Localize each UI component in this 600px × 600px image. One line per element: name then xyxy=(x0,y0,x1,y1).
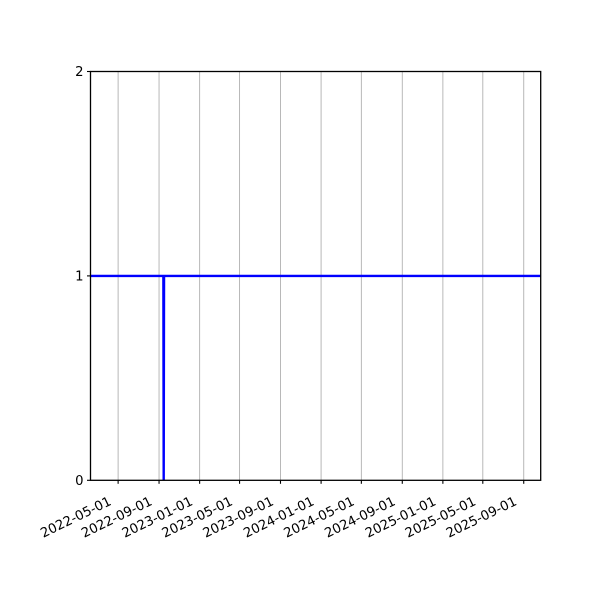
series-group xyxy=(90,274,541,481)
x-axis: 2022-05-012022-09-012023-01-012023-05-01… xyxy=(38,480,525,541)
data-series-line xyxy=(90,274,541,481)
y-tick-label: 0 xyxy=(75,474,83,489)
y-axis: 0 1 2 xyxy=(75,65,91,489)
y-tick-label: 1 xyxy=(75,270,83,285)
y-tick-label: 2 xyxy=(75,65,83,80)
